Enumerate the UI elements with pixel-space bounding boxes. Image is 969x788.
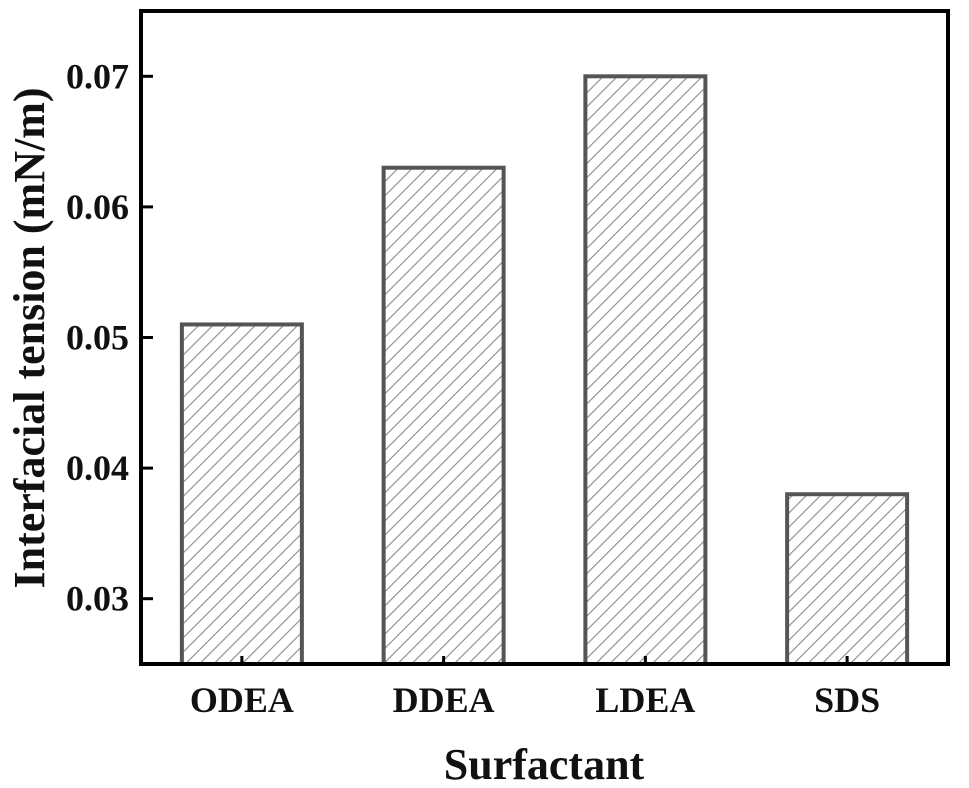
x-tick-label: LDEA xyxy=(595,680,695,720)
x-tick-label: SDS xyxy=(814,680,880,720)
x-axis: ODEA DDEA LDEA SDS xyxy=(190,656,880,720)
y-tick-label: 0.03 xyxy=(66,579,129,619)
y-tick-label: 0.06 xyxy=(66,187,129,227)
y-axis: 0.03 0.04 0.05 0.06 0.07 xyxy=(66,56,153,619)
bar-sds xyxy=(785,492,910,666)
y-tick-label: 0.05 xyxy=(66,318,129,358)
bar-ddea xyxy=(381,165,506,666)
y-axis-title: Interfacial tension (mN/m) xyxy=(5,87,54,588)
x-tick-label: DDEA xyxy=(393,680,495,720)
x-axis-title: Surfactant xyxy=(444,740,645,788)
x-tick-label: ODEA xyxy=(190,680,294,720)
y-tick-label: 0.04 xyxy=(66,448,129,488)
bars-group xyxy=(179,74,910,667)
bar-ldea xyxy=(583,74,708,667)
y-tick-label: 0.07 xyxy=(66,56,129,96)
bar-odea xyxy=(179,322,304,666)
